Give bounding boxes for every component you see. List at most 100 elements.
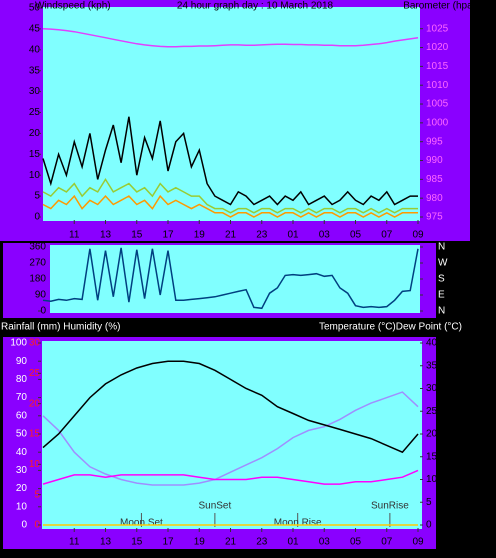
x-tick-label: 19 bbox=[194, 537, 206, 548]
y2-tick-label: 1005 bbox=[426, 99, 449, 110]
y2-tick-label: 30 bbox=[426, 383, 438, 394]
y-tick-label: 20 bbox=[29, 128, 41, 139]
x-tick-label: 13 bbox=[100, 537, 112, 548]
x-tick-label: 21 bbox=[225, 230, 237, 241]
y3-tick-label: 10 bbox=[29, 459, 41, 470]
axis-title: Barometer (hpa) bbox=[403, 1, 476, 12]
y2-tick-label: 995 bbox=[426, 136, 443, 147]
y2-tick-label: 975 bbox=[426, 212, 443, 223]
y2-tick-label: 1025 bbox=[426, 23, 449, 34]
y-tick-label: 180 bbox=[29, 274, 46, 285]
y-tick-label: 10 bbox=[16, 501, 28, 512]
x-tick-label: 11 bbox=[69, 230, 80, 241]
plot-area bbox=[43, 7, 420, 221]
y2-tick-label: 40 bbox=[426, 338, 438, 349]
x-tick-label: 13 bbox=[100, 230, 112, 241]
x-tick-label: 19 bbox=[194, 230, 206, 241]
y-tick-label: 10 bbox=[29, 170, 41, 181]
annotation: Moon Rise bbox=[274, 518, 322, 529]
annotation: SunSet bbox=[198, 501, 231, 512]
y-tick-label: 5 bbox=[34, 191, 40, 202]
series-line bbox=[42, 177, 418, 214]
y-tick-label: 30 bbox=[16, 465, 28, 476]
y2-tick-label: W bbox=[438, 258, 448, 269]
x-tick-label: 03 bbox=[319, 537, 331, 548]
y-tick-label: 80 bbox=[16, 374, 28, 385]
x-tick-label: 01 bbox=[287, 537, 299, 548]
y2-tick-label: 0 bbox=[426, 520, 432, 531]
y2-tick-label: 1010 bbox=[426, 80, 449, 91]
y2-tick-label: S bbox=[438, 274, 445, 285]
x-tick-label: 21 bbox=[225, 537, 237, 548]
series-line bbox=[42, 27, 419, 48]
y-tick-label: 40 bbox=[16, 447, 28, 458]
x-tick-label: 15 bbox=[131, 537, 143, 548]
y3-tick-label: 30 bbox=[29, 338, 41, 349]
x-tick-label: 01 bbox=[287, 230, 299, 241]
y3-tick-label: 20 bbox=[29, 398, 41, 409]
y2-tick-label: 5 bbox=[426, 497, 432, 508]
x-tick-label: 11 bbox=[69, 537, 80, 548]
x-tick-label: 05 bbox=[350, 537, 362, 548]
series-line bbox=[42, 360, 419, 454]
x-tick-label: 09 bbox=[412, 230, 424, 241]
y-tick-label: 90 bbox=[16, 356, 28, 367]
plot-area bbox=[42, 341, 422, 529]
y2-tick-label: 15 bbox=[426, 451, 438, 462]
annotation: Moon Set bbox=[120, 518, 163, 529]
y-tick-label: 270 bbox=[29, 258, 46, 269]
y2-tick-label: 980 bbox=[426, 193, 443, 204]
y-tick-label: 60 bbox=[16, 410, 28, 421]
y-tick-label: 35 bbox=[29, 65, 41, 76]
x-tick-label: 17 bbox=[162, 537, 174, 548]
y-tick-label: 45 bbox=[29, 24, 41, 35]
series-line bbox=[42, 247, 419, 310]
y2-tick-label: 1000 bbox=[426, 117, 449, 128]
y-tick-label: 100 bbox=[10, 338, 27, 349]
y2-tick-label: N bbox=[438, 306, 445, 317]
y-tick-label: 50 bbox=[16, 429, 28, 440]
y3-tick-label: 25 bbox=[29, 368, 41, 379]
axis-title: Windspeed (kph) bbox=[35, 1, 111, 12]
x-tick-label: 23 bbox=[256, 537, 268, 548]
x-tick-label: 07 bbox=[381, 537, 393, 548]
y-tick-label: 15 bbox=[29, 149, 41, 160]
x-tick-label: 15 bbox=[131, 230, 143, 241]
y-tick-label: 0 bbox=[40, 306, 46, 317]
y-tick-label: 70 bbox=[16, 392, 28, 403]
y-tick-label: 360 bbox=[29, 242, 46, 253]
y2-tick-label: 1015 bbox=[426, 61, 449, 72]
y2-tick-label: 1020 bbox=[426, 42, 449, 53]
y2-tick-label: 10 bbox=[426, 474, 438, 485]
x-tick-label: 05 bbox=[350, 230, 362, 241]
series-line bbox=[42, 391, 419, 486]
y2-tick-label: 990 bbox=[426, 155, 443, 166]
x-tick-label: 09 bbox=[412, 537, 424, 548]
y-tick-label: 30 bbox=[29, 86, 41, 97]
x-tick-label: 17 bbox=[162, 230, 174, 241]
axis-title: Rainfall (mm) Humidity (%) bbox=[1, 322, 120, 333]
x-tick-label: 03 bbox=[319, 230, 331, 241]
plot-area bbox=[50, 245, 420, 313]
chart-title: 24 hour graph day : 10 March 2018 bbox=[177, 1, 334, 12]
axis-title: Temperature (°C)Dew Point (°C) bbox=[319, 322, 462, 333]
y3-tick-label: 0 bbox=[34, 520, 40, 531]
y2-tick-label: N bbox=[438, 242, 445, 253]
y2-tick-label: E bbox=[438, 290, 445, 301]
series-line bbox=[42, 116, 418, 206]
x-tick-label: 07 bbox=[381, 230, 393, 241]
y2-tick-label: 25 bbox=[426, 406, 438, 417]
y-tick-label: 0 bbox=[21, 520, 27, 531]
x-tick-label: 23 bbox=[256, 230, 268, 241]
y-tick-label: 25 bbox=[29, 107, 41, 118]
y3-tick-label: 15 bbox=[29, 429, 41, 440]
y-tick-label: 0 bbox=[34, 212, 40, 223]
y2-tick-label: 35 bbox=[426, 360, 438, 371]
series-line bbox=[42, 469, 419, 485]
y2-tick-label: 985 bbox=[426, 174, 443, 185]
y-tick-label: 40 bbox=[29, 44, 41, 55]
y2-tick-label: 20 bbox=[426, 429, 438, 440]
y-tick-label: 20 bbox=[16, 483, 28, 494]
y3-tick-label: 5 bbox=[34, 489, 40, 500]
